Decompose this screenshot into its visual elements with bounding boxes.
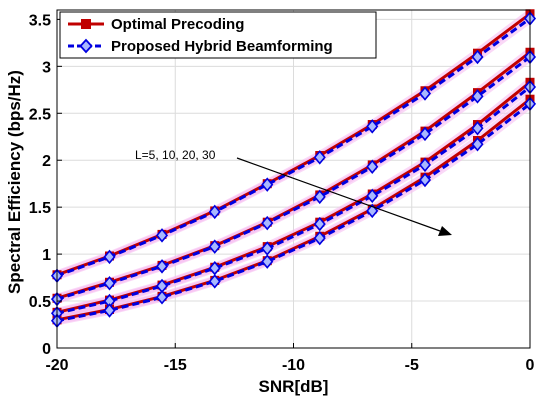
y-axis-label: Spectral Efficiency (bps/Hz) xyxy=(5,70,24,294)
data-point-diamond xyxy=(366,188,379,204)
legend-label-hybrid: Proposed Hybrid Beamforming xyxy=(111,38,333,55)
data-point-diamond xyxy=(313,189,326,205)
annotation-text: L=5, 10, 20, 30 xyxy=(135,148,216,162)
data-point-diamond xyxy=(155,228,169,243)
annotation: L=5, 10, 20, 30 xyxy=(135,148,452,236)
series-line xyxy=(56,102,531,323)
data-point-diamond xyxy=(471,137,484,152)
data-point-diamond xyxy=(103,249,116,265)
data-point-diamond xyxy=(103,275,116,291)
x-tick-label: -20 xyxy=(45,357,68,374)
data-point-diamond xyxy=(313,216,326,232)
data-point-diamond xyxy=(418,86,432,101)
x-axis-label: SNR[dB] xyxy=(259,377,329,396)
data-point-diamond xyxy=(313,230,326,246)
data-point-diamond xyxy=(366,119,379,134)
data-point-diamond xyxy=(261,177,274,192)
data-point-diamond xyxy=(471,49,484,65)
annotation-arrow-line xyxy=(236,157,441,232)
series-1-curve-1 xyxy=(50,49,537,307)
y-tick-label: 3.5 xyxy=(29,12,51,29)
x-tick-label: -5 xyxy=(405,357,419,374)
data-point-diamond xyxy=(418,126,432,142)
y-tick-label: 0 xyxy=(42,341,51,358)
series-line xyxy=(56,17,531,278)
y-tick-label: 1 xyxy=(42,247,51,264)
legend: Optimal Precoding Proposed Hybrid Beamfo… xyxy=(59,11,377,59)
legend-marker-square xyxy=(81,19,91,29)
data-point-diamond xyxy=(471,121,484,136)
y-tick-label: 1.5 xyxy=(29,200,51,217)
tick-layer: -20 -15 -10 -5 0 0 0.5 1 1.5 2 2.5 3 3.5 xyxy=(29,12,535,374)
legend-label-optimal: Optimal Precoding xyxy=(111,16,244,33)
series-layer xyxy=(50,9,537,329)
data-point-diamond xyxy=(208,274,221,289)
data-point-diamond xyxy=(208,204,221,220)
annotation-arrowhead xyxy=(438,226,452,236)
data-point-diamond xyxy=(261,254,274,269)
series-1-curve-3 xyxy=(50,96,537,329)
data-point-diamond xyxy=(103,303,116,318)
legend-marker-diamond xyxy=(79,38,93,54)
data-point-diamond xyxy=(471,89,484,104)
y-tick-label: 2 xyxy=(42,153,51,170)
y-tick-label: 3 xyxy=(42,59,51,76)
data-point-diamond xyxy=(208,239,221,254)
series-line xyxy=(56,55,531,301)
legend-box xyxy=(59,11,377,59)
data-point-diamond xyxy=(155,259,169,274)
x-tick-label: 0 xyxy=(526,357,535,374)
y-tick-label: 0.5 xyxy=(29,294,51,311)
series-line xyxy=(56,85,531,315)
y-tick-label: 2.5 xyxy=(29,106,51,123)
data-point-diamond xyxy=(418,157,432,173)
data-point-diamond xyxy=(313,150,326,165)
data-point-diamond xyxy=(418,172,432,188)
series-1-curve-0 xyxy=(50,11,537,283)
data-point-diamond xyxy=(155,290,169,305)
data-point-diamond xyxy=(366,159,379,175)
data-point-diamond xyxy=(261,215,274,231)
x-tick-label: -15 xyxy=(164,357,187,374)
x-tick-label: -10 xyxy=(282,357,305,374)
